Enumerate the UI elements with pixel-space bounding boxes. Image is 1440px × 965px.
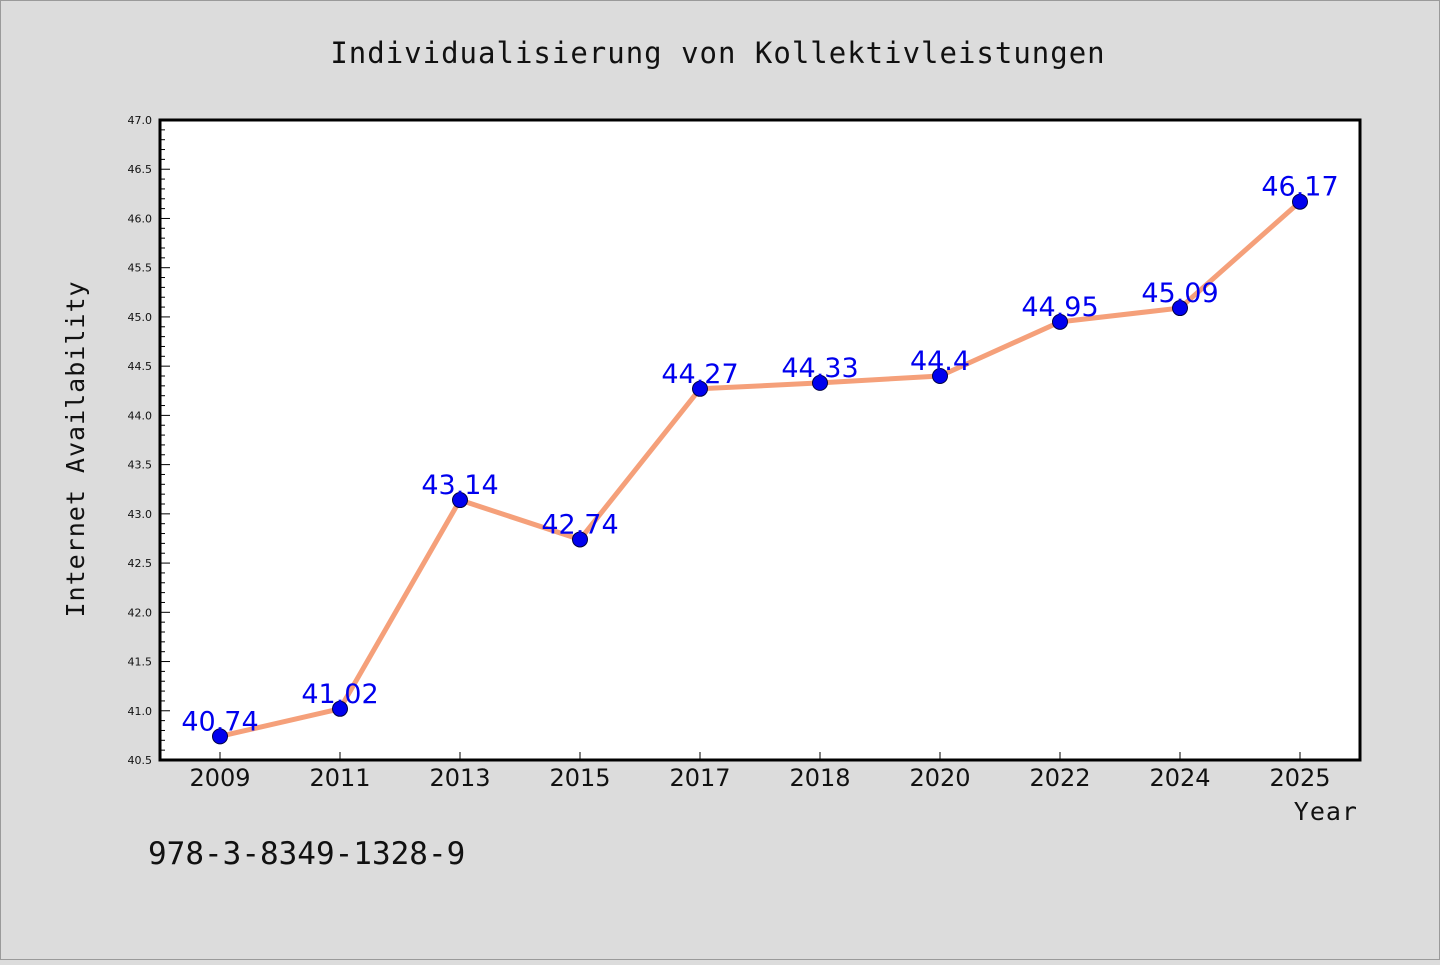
x-tick-label: 2022 [1029, 764, 1090, 792]
data-label: 46.17 [1261, 172, 1338, 203]
x-tick-label: 2009 [189, 764, 250, 792]
data-label: 40.74 [181, 706, 258, 737]
y-tick-label: 45.5 [128, 262, 153, 275]
y-tick-label: 42.0 [128, 606, 153, 619]
y-tick-label: 45.0 [128, 311, 153, 324]
data-label: 45.09 [1141, 278, 1218, 309]
data-label: 44.4 [910, 346, 970, 377]
data-point [212, 728, 228, 745]
data-label: 44.27 [661, 359, 738, 390]
y-axis-tick-labels: 40.5 41.0 41.5 42.0 42.5 43.0 43.5 44.0 44.5 45.0… [128, 114, 153, 767]
data-point [572, 531, 588, 548]
x-tick-label: 2015 [549, 764, 610, 792]
x-tick-label: 2011 [309, 764, 370, 792]
x-tick-label: 2024 [1149, 764, 1210, 792]
y-tick-label: 41.0 [128, 705, 153, 718]
data-point [1172, 300, 1188, 317]
y-tick-label: 43.5 [128, 459, 153, 472]
series-line [217, 199, 1303, 739]
y-tick-label: 46.0 [128, 212, 153, 225]
series-markers [212, 193, 1308, 745]
plot-frame [158, 118, 1362, 762]
x-tick-label: 2017 [669, 764, 730, 792]
y-tick-label: 46.5 [128, 163, 153, 176]
data-point [692, 380, 708, 397]
x-tick-label: 2020 [909, 764, 970, 792]
data-point [332, 700, 348, 717]
x-tick-label: 2025 [1269, 764, 1330, 792]
y-tick-label: 43.0 [128, 508, 153, 521]
y-tick-label: 47.0 [128, 114, 153, 127]
data-point [812, 374, 828, 391]
y-tick-label: 44.0 [128, 409, 153, 422]
data-label: 43.14 [421, 470, 498, 501]
data-label: 41.02 [301, 679, 378, 710]
data-labels: 40.74 41.02 43.14 42.74 44.27 44.33 44.4 44.95 4… [181, 172, 1338, 738]
data-point [1052, 313, 1068, 330]
data-label: 44.95 [1021, 292, 1098, 323]
plot-area [160, 120, 1360, 760]
data-label: 42.74 [541, 509, 618, 540]
x-tick-label: 2018 [789, 764, 850, 792]
x-axis-label: Year [1294, 797, 1358, 826]
data-label: 44.33 [781, 353, 858, 384]
x-axis-tick-labels: 2009 2011 2013 2015 2017 2018 2020 2022 2024 2025 [189, 764, 1330, 792]
chart-title: Individualisierung von Kollektivleistung… [330, 36, 1105, 70]
data-point [932, 368, 948, 384]
y-tick-label: 40.5 [128, 754, 153, 767]
y-tick-label: 44.5 [128, 360, 153, 373]
y-tick-label: 42.5 [128, 557, 153, 570]
isbn-annotation: 978-3-8349-1328-9 [148, 836, 465, 872]
x-tick-label: 2013 [429, 764, 490, 792]
data-point [1292, 193, 1308, 210]
y-tick-label: 41.5 [128, 656, 153, 669]
data-point [452, 492, 468, 509]
y-axis-label: Internet Availability [61, 280, 90, 617]
